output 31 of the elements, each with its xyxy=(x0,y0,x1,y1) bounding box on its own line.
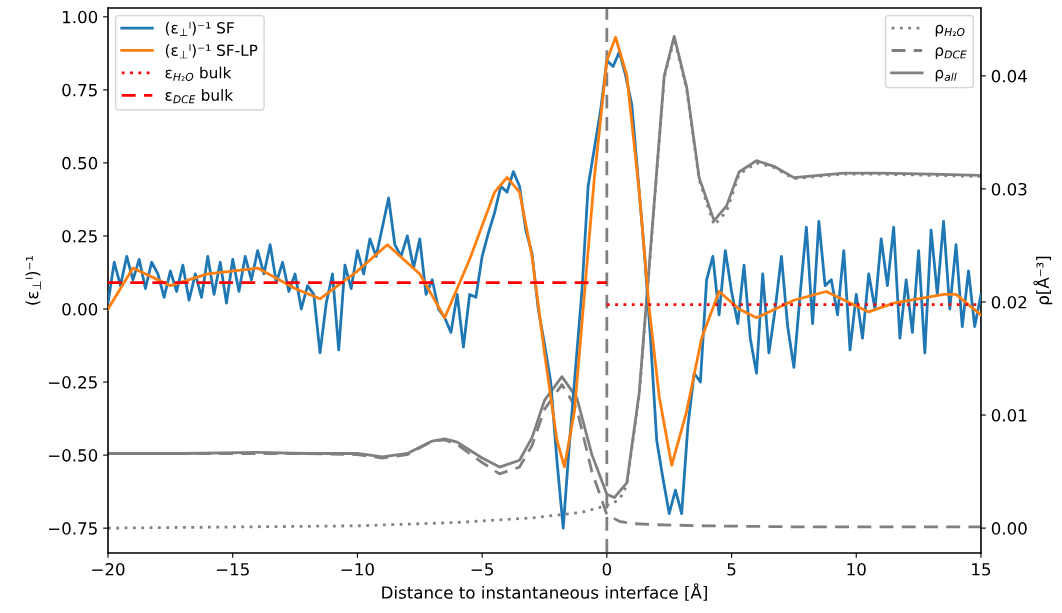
y-tick-label: 0.25 xyxy=(62,229,97,243)
y-tick-label: 0.75 xyxy=(62,83,97,97)
y-tick-label: 0.50 xyxy=(62,156,98,170)
y-tick-label: −0.50 xyxy=(48,449,98,462)
x-axis-title: Distance to instantaneous interface [Å] xyxy=(382,583,707,601)
y2-tick-label: 0.01 xyxy=(991,409,1027,422)
x-tick-label: −5 xyxy=(471,563,493,576)
legend-label: ε$_{DCE}$ bulk xyxy=(165,89,234,104)
legend-label: ρ$_{H₂O}$ xyxy=(935,24,965,37)
y2-tick-label: 0.04 xyxy=(991,69,1027,83)
x-tick-label: −20 xyxy=(92,563,125,576)
legend-label: (ε$_{⊥}$ˡ)⁻¹ SF-LP xyxy=(165,44,258,59)
y-tick-label: 1.00 xyxy=(63,10,98,24)
y2-tick-label: 0.03 xyxy=(991,182,1027,196)
legend-label: ρ$_{DCE}$ xyxy=(935,47,967,60)
x-tick-label: −15 xyxy=(216,563,249,576)
x-tick-label: 10 xyxy=(847,563,866,576)
x-tick-label: 0 xyxy=(602,563,612,576)
legend-label: ρ$_{all}$ xyxy=(935,69,957,82)
y2-tick-label: 0.02 xyxy=(991,295,1027,309)
x-tick-label: 15 xyxy=(972,563,991,576)
y2-tick-label: 0.00 xyxy=(991,522,1027,535)
x-tick-label: −10 xyxy=(341,563,374,576)
legend-label: (ε$_{⊥}$ˡ)⁻¹ SF xyxy=(165,21,234,36)
y-tick-label: −0.75 xyxy=(48,522,97,535)
y-tick-label: −0.25 xyxy=(48,376,97,389)
y-tick-label: 0.00 xyxy=(62,302,98,316)
legend-label: ε$_{H₂O}$ bulk xyxy=(165,66,232,81)
y2-axis-title: ρ[Å⁻³] xyxy=(1033,256,1053,305)
x-tick-label: 5 xyxy=(727,563,736,576)
y-axis-title: (ε$_{⊥}$ˡ)⁻¹ xyxy=(25,255,41,305)
